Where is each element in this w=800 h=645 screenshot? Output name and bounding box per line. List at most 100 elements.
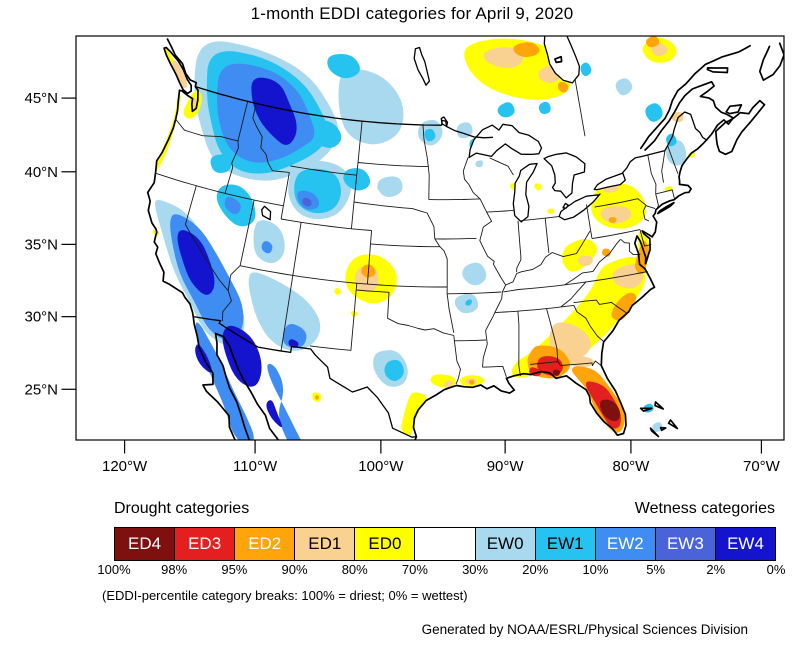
state-border: [184, 185, 229, 291]
region-ED4: [600, 399, 621, 422]
region-ED0: [534, 183, 542, 191]
state-border: [560, 281, 587, 308]
region-ED1: [172, 60, 188, 89]
state-border: [573, 299, 627, 314]
state-border: [573, 305, 605, 343]
region-EW1: [327, 53, 360, 79]
state-border: [175, 119, 239, 142]
legend-break-label: 10%: [582, 562, 609, 577]
legend-break-label: 70%: [401, 562, 428, 577]
state-border: [239, 199, 255, 266]
state-border: [655, 189, 675, 200]
state-border: [353, 201, 455, 333]
state-border: [422, 124, 430, 200]
coastline: [554, 55, 563, 64]
region-EW4: [177, 230, 215, 295]
region-EW1: [497, 102, 515, 118]
region-EW0: [475, 160, 483, 168]
region-EW0: [462, 262, 487, 286]
legend-percent-scale: 100% 98% 95% 90% 80% 70% 30% 20% 10% 5% 2% 0%: [97, 562, 785, 578]
lake: [543, 152, 586, 199]
region-EW1: [465, 299, 472, 306]
lake: [562, 202, 569, 209]
state-border: [462, 157, 507, 368]
region-ED2: [513, 42, 540, 58]
legend-break-label: 98%: [161, 562, 188, 577]
region-EW0: [377, 176, 403, 198]
region-ED2: [608, 217, 617, 224]
map-canvas: [146, 36, 784, 440]
region-ED2: [315, 395, 319, 400]
state-border: [516, 220, 522, 273]
drought-categories-header: Drought categories: [114, 500, 250, 517]
legend-box-ED2: ED2: [234, 527, 296, 561]
region-ED1: [483, 47, 524, 69]
state-border: [453, 339, 487, 342]
coastline: [714, 99, 766, 156]
state-border: [530, 361, 559, 365]
state-border: [517, 311, 521, 377]
lat-tick-label: 35°N: [24, 236, 58, 253]
state-border: [503, 271, 648, 293]
state-border: [290, 165, 357, 176]
region-ED1: [600, 206, 632, 224]
state-border: [453, 335, 461, 385]
lake: [558, 193, 601, 221]
coastline: [667, 419, 679, 430]
legend-box-ED0: ED0: [354, 527, 416, 561]
state-border: [240, 265, 448, 288]
region-EW2: [261, 240, 273, 254]
state-border: [221, 265, 241, 322]
coastline: [639, 44, 751, 150]
state-border: [645, 205, 656, 210]
state-border: [560, 360, 602, 367]
coastline: [758, 42, 784, 82]
region-ED1: [578, 255, 593, 266]
wetness-categories-header: Wetness categories: [634, 500, 775, 517]
state-border: [647, 154, 659, 209]
coastline: [706, 67, 729, 74]
lake: [413, 46, 431, 86]
region-EW0: [652, 422, 663, 432]
region-EW0: [338, 68, 404, 145]
legend-break-label: 95%: [221, 562, 248, 577]
legend-box-EW1: EW1: [534, 527, 596, 561]
state-border: [309, 283, 358, 351]
percentile-note: (EDDI-percentile category breaks: 100% =…: [102, 588, 468, 603]
state-border: [447, 291, 502, 295]
lon-tick-label: 120°W: [102, 458, 148, 475]
national-border: [193, 315, 417, 438]
region-EW2: [267, 363, 301, 440]
legend-break-label: 5%: [646, 562, 666, 577]
state-border: [574, 79, 586, 137]
state-border: [357, 162, 429, 168]
region-ED2: [635, 240, 650, 274]
state-border: [156, 172, 284, 207]
state-border: [370, 243, 440, 248]
legend-box-ED3: ED3: [174, 527, 236, 561]
legend-break-label: 30%: [462, 562, 489, 577]
state-border: [489, 157, 514, 176]
lon-tick-label: 70°W: [743, 458, 781, 475]
region-EW1: [384, 359, 404, 381]
state-border: [620, 238, 641, 256]
state-border: [428, 198, 481, 201]
region-ED2: [557, 81, 569, 93]
lon-tick-label: 110°W: [233, 458, 278, 475]
coastline: [649, 427, 660, 438]
legend-color-bar: ED4 ED3 ED2 ED1 ED0 EW0 EW1 EW2 EW3 EW4: [114, 527, 777, 561]
state-border: [586, 204, 593, 239]
region-EW4: [266, 400, 283, 428]
region-EW2: [224, 196, 241, 215]
lat-tick-label: 45°N: [24, 90, 58, 107]
state-border: [505, 230, 591, 286]
legend-break-label: 90%: [281, 562, 308, 577]
region-EW0: [253, 220, 285, 264]
region-ED0: [401, 392, 427, 436]
lon-tick-label: 80°W: [612, 458, 650, 475]
legend-box-EW2: EW2: [594, 527, 656, 561]
state-border: [224, 101, 249, 194]
region-ED0: [155, 93, 181, 171]
